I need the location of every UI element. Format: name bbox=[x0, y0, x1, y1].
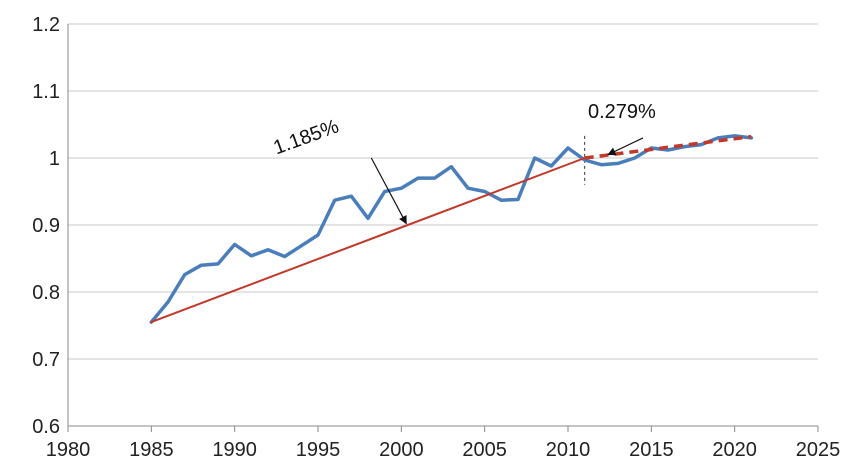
y-tick-label: 0.7 bbox=[32, 349, 60, 371]
y-tick-label: 0.6 bbox=[32, 416, 60, 438]
annotation-arrow bbox=[607, 137, 644, 156]
x-tick-label: 2015 bbox=[629, 439, 674, 461]
historical-trend-line bbox=[150, 157, 586, 324]
x-tick-label: 2010 bbox=[546, 439, 591, 461]
x-tick-label: 1985 bbox=[129, 439, 174, 461]
x-tick-label: 2020 bbox=[712, 439, 757, 461]
x-tick-label: 1995 bbox=[296, 439, 341, 461]
annotation-label: 0.279% bbox=[588, 101, 656, 123]
y-tick-label: 1.1 bbox=[32, 81, 60, 103]
x-tick-label: 2000 bbox=[379, 439, 424, 461]
x-tick-label: 2005 bbox=[462, 439, 507, 461]
axes bbox=[67, 24, 819, 432]
observed-series-line bbox=[149, 134, 754, 324]
y-tick-label: 1 bbox=[49, 148, 60, 170]
y-tick-label: 1.2 bbox=[32, 14, 60, 36]
annotation-arrow bbox=[370, 157, 407, 225]
annotation-label: 1.185% bbox=[271, 115, 342, 159]
x-tick-label: 2025 bbox=[796, 439, 841, 461]
x-tick-label: 1980 bbox=[46, 439, 91, 461]
y-tick-label: 0.8 bbox=[32, 282, 60, 304]
y-tick-label: 0.9 bbox=[32, 215, 60, 237]
tick-labels: 0.6 0.7 0.8 0.9 1 1.1 1.2 1980 1985 1990 1995 2000 2… bbox=[32, 14, 840, 461]
projected-trend-line bbox=[584, 134, 752, 160]
series bbox=[149, 134, 754, 324]
gridlines bbox=[68, 23, 818, 360]
x-tick-label: 1990 bbox=[212, 439, 257, 461]
